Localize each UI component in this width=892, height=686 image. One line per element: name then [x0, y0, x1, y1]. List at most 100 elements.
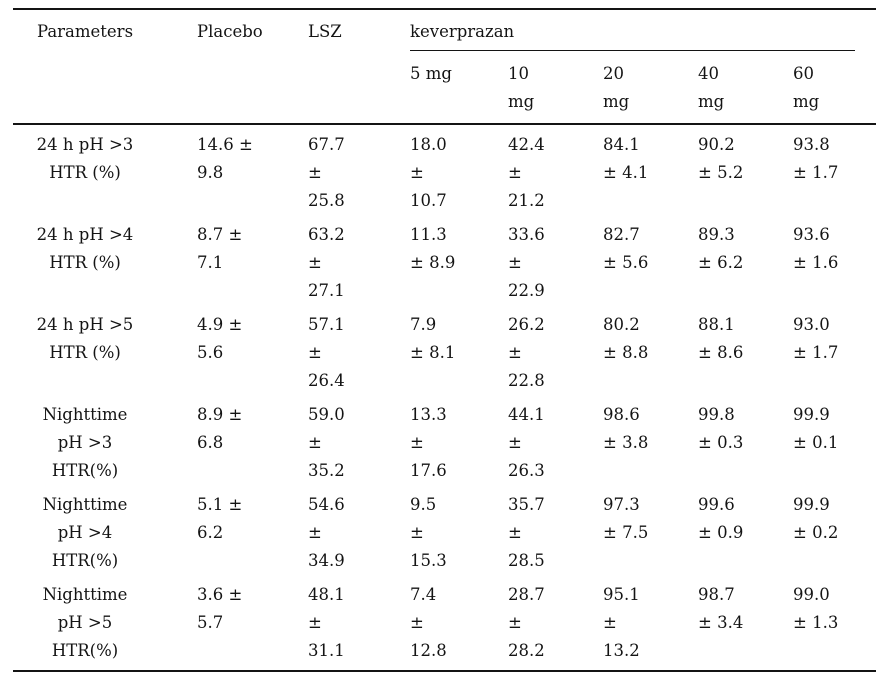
text-line: ±: [508, 163, 522, 182]
value-cell: 13.3 ±17.6: [410, 395, 508, 485]
text-line: ±: [508, 253, 522, 272]
value-cell: 26.2 ±22.8: [508, 305, 603, 395]
text-line: 98.7: [698, 585, 735, 604]
text-line: 21.2: [508, 191, 545, 210]
text-line: 80.2: [603, 315, 640, 334]
text-line: 48.1: [308, 585, 345, 604]
text-line: ±: [508, 343, 522, 362]
text-line: ± 1.6: [793, 253, 839, 272]
text-line: 59.0: [308, 405, 345, 424]
value-cell: 9.5 ±15.3: [410, 485, 508, 575]
text-line: ± 5.6: [603, 253, 649, 272]
text-line: 35.2: [308, 461, 345, 480]
table-row: 24 h pH >5 HTR (%) 4.9 ± 5.6 57.1 ±26.4 7.9 ± 8…: [13, 305, 876, 395]
parameter-cell: 24 h pH >4 HTR (%): [13, 215, 197, 305]
text-line: ± 6.2: [698, 253, 744, 272]
text-line: 11.3: [410, 225, 447, 244]
text-line: Nighttime: [42, 405, 128, 424]
text-line: HTR (%): [49, 253, 121, 272]
col-header-lsz: LSZ: [308, 22, 342, 41]
text-line: ± 1.3: [793, 613, 839, 632]
paper-table-page: Parameters Placebo LSZ keverprazan 5 mg 1…: [13, 8, 877, 672]
value-cell: 44.1 ±26.3: [508, 395, 603, 485]
value-cell: 98.7 ± 3.4: [698, 575, 793, 665]
text-line: ±: [603, 613, 617, 632]
text-line: 15.3: [410, 551, 447, 570]
value-cell: 89.3 ± 6.2: [698, 215, 793, 305]
value-cell: 18.0 ±10.7: [410, 124, 508, 215]
text-line: 13.3: [410, 405, 447, 424]
text-line: 7.4: [410, 585, 437, 604]
text-line: 24 h pH >3: [36, 135, 134, 154]
col-header-keverprazan-group: keverprazan: [410, 10, 876, 51]
text-line: 99.8: [698, 405, 735, 424]
text-line: pH >5: [57, 613, 113, 632]
value-cell: 11.3 ± 8.9: [410, 215, 508, 305]
value-cell: 59.0 ±35.2: [308, 395, 410, 485]
text-line: ±: [308, 523, 322, 542]
table-row: 24 h pH >4 HTR (%) 8.7 ± 7.1 63.2 ±27.1 11.3 ± …: [13, 215, 876, 305]
table-row: 24 h pH >3 HTR (%) 14.6 ± 9.8 67.7 ±25.8 18.0 ±…: [13, 124, 876, 215]
text-line: 34.9: [308, 551, 345, 570]
value-cell: 28.7 ±28.2: [508, 575, 603, 665]
text-line: ± 8.9: [410, 253, 456, 272]
text-line: ± 5.2: [698, 163, 744, 182]
text-line: ±: [508, 613, 522, 632]
col-header-dose-40-mg: 40 mg: [698, 51, 793, 124]
value-cell: 88.1 ± 8.6: [698, 305, 793, 395]
text-line: ± 8.8: [603, 343, 649, 362]
text-line: 63.2: [308, 225, 345, 244]
value-cell: 63.2 ±27.1: [308, 215, 410, 305]
value-cell: 33.6 ±22.9: [508, 215, 603, 305]
text-line: 99.9: [793, 405, 830, 424]
text-line: 90.2: [698, 135, 735, 154]
text-line: 57.1: [308, 315, 345, 334]
text-line: 22.8: [508, 371, 545, 390]
table-row: Nighttime pH >3 HTR(%) 8.9 ± 6.8 59.0 ±35.2 13.…: [13, 395, 876, 485]
text-line: ±: [410, 163, 424, 182]
value-cell: 7.9 ± 8.1: [410, 305, 508, 395]
value-cell: 54.6 ±34.9: [308, 485, 410, 575]
table-row: Nighttime pH >5 HTR(%) 3.6 ± 5.7 48.1 ±31.1 7.4…: [13, 575, 876, 665]
text-line: 28.2: [508, 641, 545, 660]
text-line: ±: [410, 523, 424, 542]
text-line: 89.3: [698, 225, 735, 244]
text-line: 14.6 ±: [197, 135, 253, 154]
text-line: 5.7: [197, 613, 224, 632]
text-line: 84.1: [603, 135, 640, 154]
text-line: ± 1.7: [793, 343, 839, 362]
text-line: 28.5: [508, 551, 545, 570]
value-cell: 99.0 ± 1.3: [793, 575, 876, 665]
value-cell: 8.9 ± 6.8: [197, 395, 308, 485]
text-line: ± 7.5: [603, 523, 649, 542]
text-line: 25.8: [308, 191, 345, 210]
text-line: 28.7: [508, 585, 545, 604]
header-row-groups: Parameters Placebo LSZ keverprazan: [13, 10, 876, 51]
value-cell: 67.7 ±25.8: [308, 124, 410, 215]
text-line: 99.6: [698, 495, 735, 514]
text-line: 9.5: [410, 495, 437, 514]
text-line: Nighttime: [42, 585, 128, 604]
table-container: Parameters Placebo LSZ keverprazan 5 mg 1…: [13, 8, 877, 672]
value-cell: 80.2 ± 8.8: [603, 305, 698, 395]
text-line: ± 3.8: [603, 433, 649, 452]
text-line: 31.1: [308, 641, 345, 660]
text-line: ±: [508, 523, 522, 542]
text-line: 24 h pH >4: [36, 225, 134, 244]
text-line: 95.1: [603, 585, 640, 604]
value-cell: 97.3 ± 7.5: [603, 485, 698, 575]
text-line: 44.1: [508, 405, 545, 424]
text-line: 7.1: [197, 253, 224, 272]
text-line: 33.6: [508, 225, 545, 244]
text-line: HTR(%): [51, 461, 119, 480]
text-line: 99.9: [793, 495, 830, 514]
text-line: 27.1: [308, 281, 345, 300]
text-line: mg: [698, 92, 725, 111]
text-line: ± 1.7: [793, 163, 839, 182]
text-line: ± 8.6: [698, 343, 744, 362]
value-cell: 99.6 ± 0.9: [698, 485, 793, 575]
col-header-parameters: Parameters: [36, 22, 134, 41]
text-line: 17.6: [410, 461, 447, 480]
text-line: ±: [410, 433, 424, 452]
header-row-doses: 5 mg 10 mg 20 mg 40 mg 60 mg: [13, 51, 876, 124]
